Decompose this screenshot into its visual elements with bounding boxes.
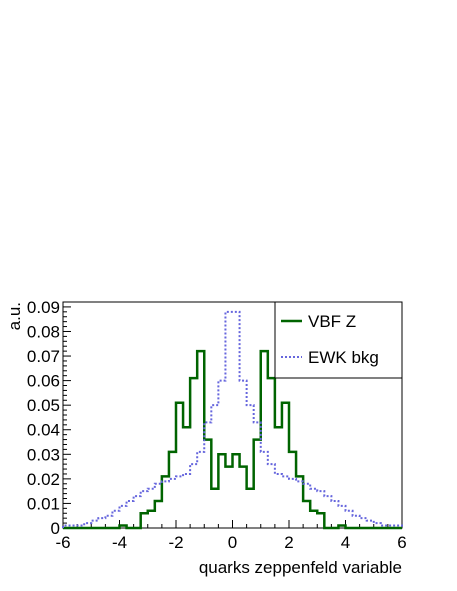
y-axis-title: a.u.: [5, 302, 24, 330]
y-axis: 0 0.01 0.02 0.03 0.04 0.05 0.06 0.07 0.08 0.09: [27, 298, 71, 538]
y-tick-label: 0.02: [27, 470, 60, 489]
y-tick-label: 0.04: [27, 421, 60, 440]
x-tick-label: -2: [168, 533, 183, 552]
series-ewk-bkg: [62, 310, 403, 528]
x-tick-label: 4: [341, 533, 350, 552]
legend-label-vbf-z: VBF Z: [308, 312, 356, 331]
y-tick-label: 0.03: [27, 445, 60, 464]
y-tick-label: 0.01: [27, 494, 60, 513]
y-tick-label: 0.05: [27, 396, 60, 415]
legend-box: [274, 301, 403, 379]
series-layer: [62, 310, 403, 530]
y-tick-label: 0.09: [27, 298, 60, 317]
x-axis-title: quarks zeppenfeld variable: [199, 558, 402, 577]
x-axis: -6 -4 -2 0 2 4 6: [55, 520, 407, 552]
x-tick-label: -6: [55, 533, 70, 552]
x-tick-label: 6: [397, 533, 406, 552]
x-tick-label: 0: [228, 533, 237, 552]
y-tick-label: 0.07: [27, 347, 60, 366]
x-tick-label: -4: [112, 533, 127, 552]
series-vbf-z: [63, 349, 402, 530]
legend: VBF Z EWK bkg: [274, 301, 403, 379]
x-tick-label: 2: [284, 533, 293, 552]
y-tick-label: 0: [51, 519, 60, 538]
legend-label-ewk-bkg: EWK bkg: [308, 348, 379, 367]
y-tick-label: 0.06: [27, 372, 60, 391]
y-tick-label: 0.08: [27, 322, 60, 341]
